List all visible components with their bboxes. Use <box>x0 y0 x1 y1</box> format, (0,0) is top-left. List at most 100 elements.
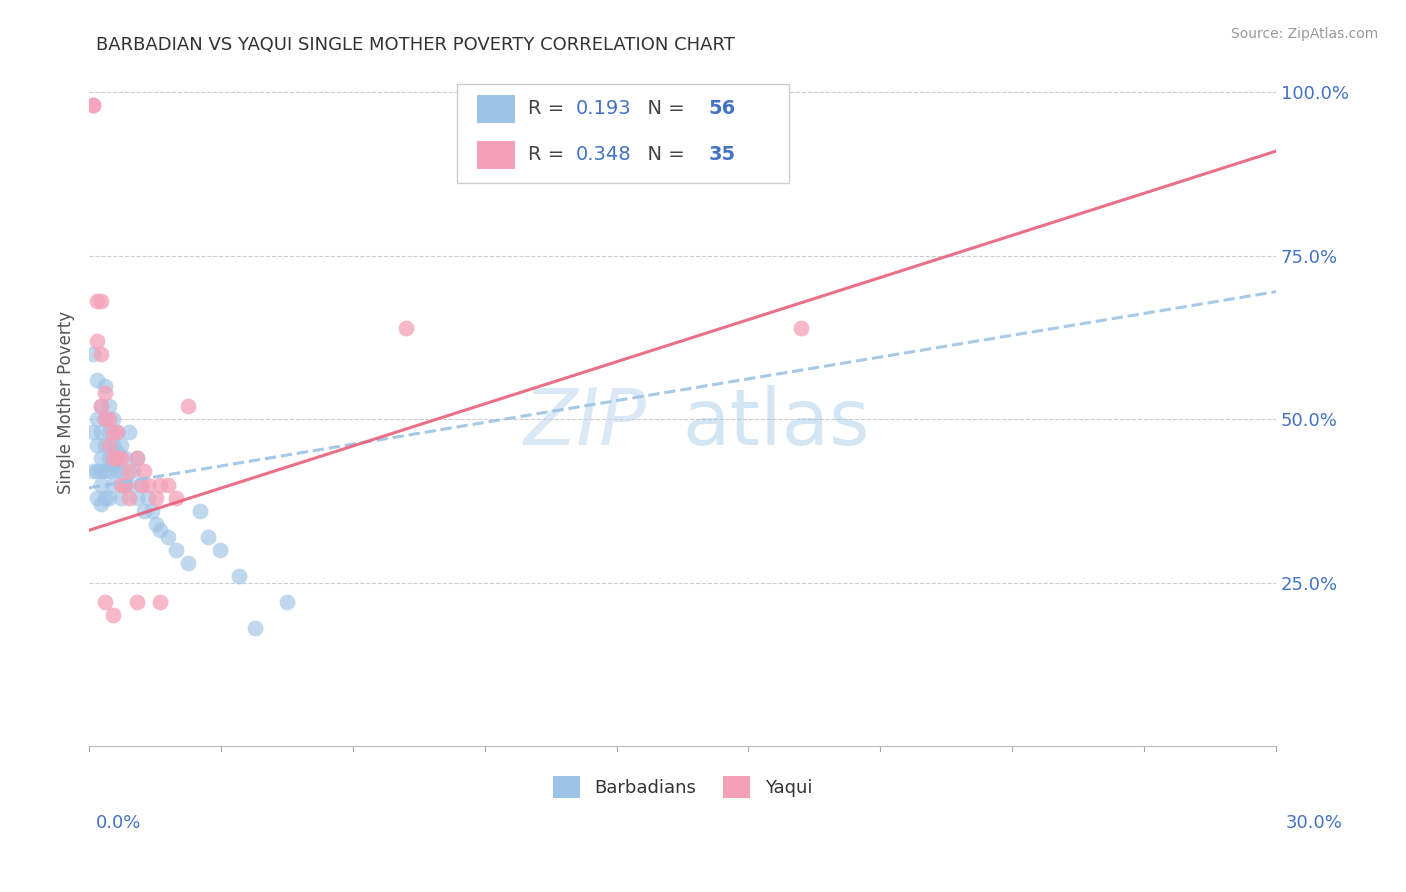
Point <box>145 491 167 505</box>
Point <box>90 294 112 309</box>
Point <box>157 477 180 491</box>
Point <box>97 451 120 466</box>
Point <box>134 465 156 479</box>
Legend: Barbadians, Yaqui: Barbadians, Yaqui <box>546 769 820 805</box>
Point <box>101 477 124 491</box>
Point <box>149 595 172 609</box>
Text: 56: 56 <box>709 99 735 118</box>
Point <box>125 451 148 466</box>
Point <box>114 477 136 491</box>
Point <box>208 542 231 557</box>
Point <box>94 379 117 393</box>
Point <box>105 425 128 440</box>
Point <box>86 412 108 426</box>
Point <box>165 491 187 505</box>
Point <box>110 451 132 466</box>
Point <box>90 465 112 479</box>
Point <box>228 569 250 583</box>
Point <box>188 503 211 517</box>
Point <box>90 477 112 491</box>
Point <box>177 399 200 413</box>
Point <box>117 491 139 505</box>
Point <box>101 425 124 440</box>
Point <box>141 503 163 517</box>
Point <box>134 503 156 517</box>
Point <box>790 320 813 334</box>
Text: BARBADIAN VS YAQUI SINGLE MOTHER POVERTY CORRELATION CHART: BARBADIAN VS YAQUI SINGLE MOTHER POVERTY… <box>96 36 734 54</box>
Point <box>145 516 167 531</box>
Point <box>394 320 416 334</box>
Point <box>105 445 128 459</box>
Point <box>105 451 128 466</box>
Point <box>114 451 136 466</box>
Text: R =: R = <box>529 99 571 118</box>
Point <box>165 542 187 557</box>
Point <box>101 608 124 623</box>
Point <box>157 530 180 544</box>
Bar <box>477 141 515 169</box>
Point <box>86 465 108 479</box>
Point <box>90 399 112 413</box>
Point <box>276 595 298 609</box>
Point <box>138 491 160 505</box>
Bar <box>477 95 515 123</box>
Point <box>105 465 128 479</box>
Text: 0.348: 0.348 <box>575 145 631 164</box>
Point <box>82 465 104 479</box>
Point <box>105 425 128 440</box>
Point <box>110 465 132 479</box>
Point <box>86 373 108 387</box>
Point <box>82 347 104 361</box>
Point <box>129 477 152 491</box>
Point <box>86 294 108 309</box>
Point <box>94 438 117 452</box>
Text: N =: N = <box>636 99 690 118</box>
Text: 0.193: 0.193 <box>575 99 631 118</box>
Text: 35: 35 <box>709 145 735 164</box>
Point <box>94 465 117 479</box>
Point <box>90 451 112 466</box>
Text: ZIP: ZIP <box>524 385 647 461</box>
Point <box>245 621 267 635</box>
Point <box>97 438 120 452</box>
Point <box>117 477 139 491</box>
Point <box>149 477 172 491</box>
Point <box>90 497 112 511</box>
Point <box>90 347 112 361</box>
Point <box>149 523 172 537</box>
FancyBboxPatch shape <box>457 84 789 183</box>
Point <box>97 425 120 440</box>
Point <box>94 412 117 426</box>
Point <box>82 98 104 112</box>
Point <box>177 556 200 570</box>
Point <box>110 477 132 491</box>
Point <box>138 477 160 491</box>
Y-axis label: Single Mother Poverty: Single Mother Poverty <box>58 311 75 494</box>
Point <box>117 465 139 479</box>
Point <box>94 412 117 426</box>
Point <box>82 425 104 440</box>
Point <box>97 465 120 479</box>
Point <box>86 491 108 505</box>
Point <box>97 412 120 426</box>
Text: atlas: atlas <box>682 385 870 461</box>
Text: 30.0%: 30.0% <box>1286 814 1343 831</box>
Point <box>110 491 132 505</box>
Point <box>101 412 124 426</box>
Point <box>86 334 108 348</box>
Point <box>114 477 136 491</box>
Point <box>94 386 117 401</box>
Point <box>82 98 104 112</box>
Point <box>125 491 148 505</box>
Text: N =: N = <box>636 145 690 164</box>
Point <box>110 438 132 452</box>
Point <box>86 438 108 452</box>
Point <box>101 451 124 466</box>
Point <box>129 477 152 491</box>
Point <box>101 438 124 452</box>
Point <box>117 425 139 440</box>
Point <box>94 491 117 505</box>
Text: 0.0%: 0.0% <box>96 814 141 831</box>
Point <box>197 530 219 544</box>
Point <box>97 491 120 505</box>
